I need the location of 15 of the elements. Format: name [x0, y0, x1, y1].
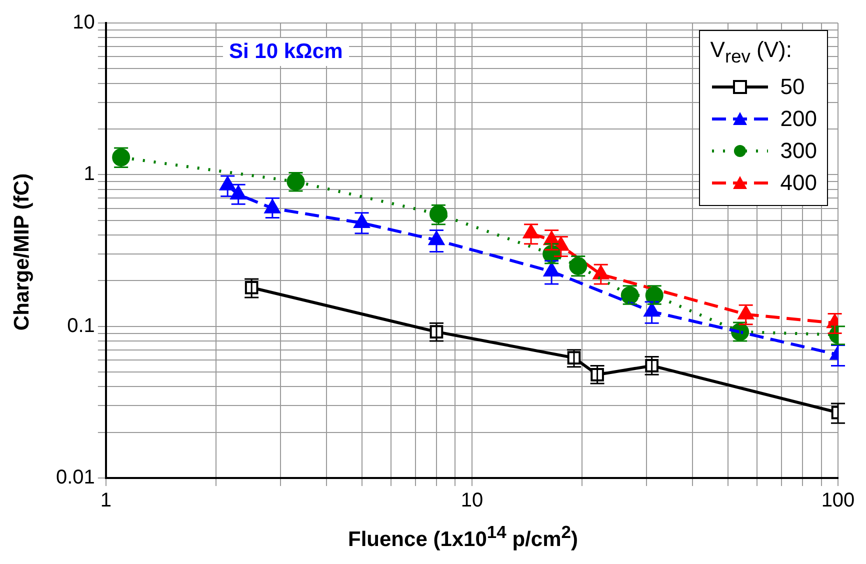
y-tick-label: 0.01 [56, 466, 95, 489]
legend-label: 400 [780, 170, 817, 196]
legend-label: 200 [780, 106, 817, 132]
x-tick-label: 100 [821, 490, 855, 512]
y-axis-title: Charge/MIP (fC) [11, 173, 35, 331]
x-axis-title: Fluence (1x10$^{14}$ p/cm$^{2}$) [347, 522, 579, 552]
legend-label: 50 [780, 74, 805, 100]
y-tick-label: 10 [72, 12, 95, 34]
y-tick-label: 0.1 [67, 314, 95, 337]
y-tick-label: 1 [84, 163, 95, 186]
legend-label: 300 [780, 138, 817, 164]
x-tick-label: 1 [100, 490, 112, 512]
legend-title: V$_{rev}$ (V): [710, 37, 793, 68]
annotation: Si 10 kΩcm [223, 38, 349, 66]
x-tick-label: 10 [460, 490, 484, 512]
